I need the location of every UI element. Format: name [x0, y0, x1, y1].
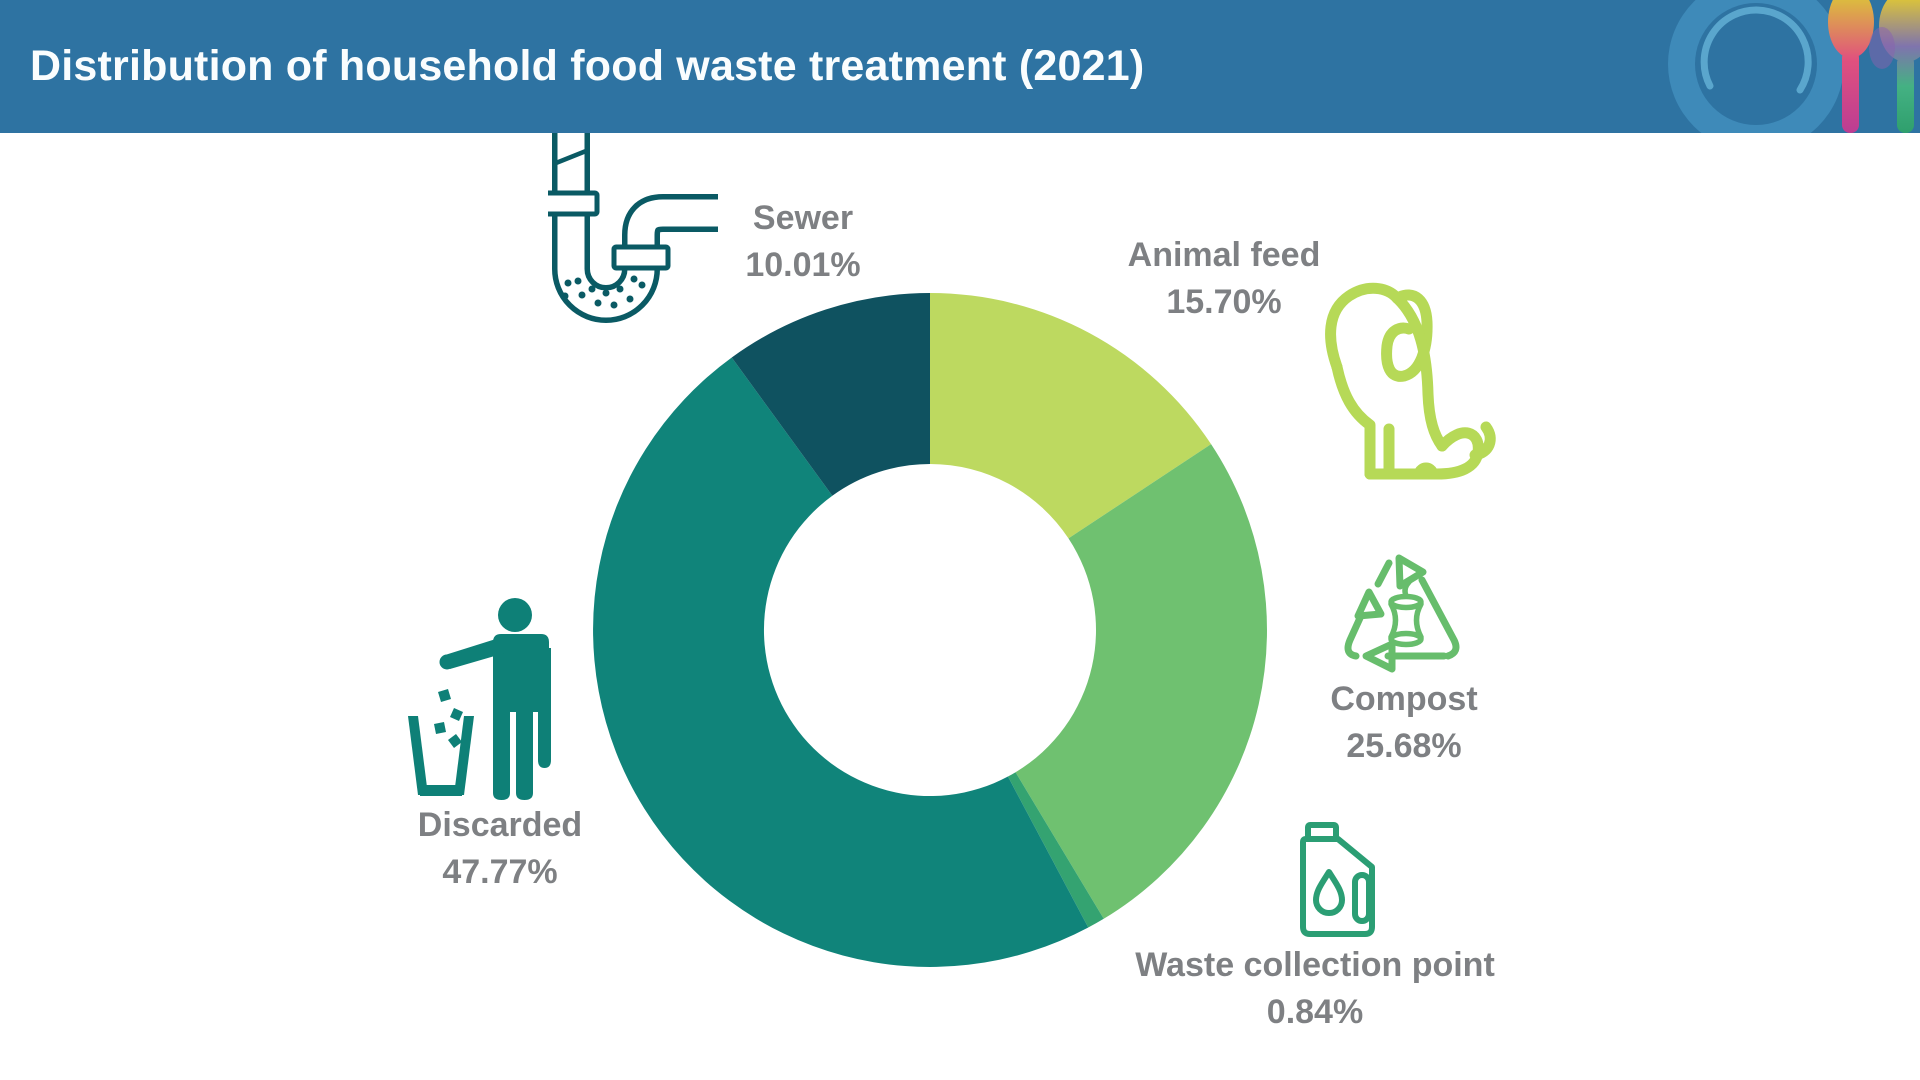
- recycle-compost-icon: [1344, 554, 1460, 673]
- callout-animal-feed-value: 15.70%: [1166, 283, 1282, 321]
- callout-waste-collection-point: Waste collection point 0.84%: [1135, 942, 1495, 1036]
- callout-sewer-label: Sewer: [752, 199, 854, 237]
- callout-discarded-label: Discarded: [417, 806, 583, 844]
- plate-icon: [1668, 0, 1844, 133]
- callout-sewer-value: 10.01%: [745, 246, 861, 284]
- donut-segment-waste-collection-point: [1007, 772, 1104, 928]
- donut-segment-discarded: [593, 357, 1089, 967]
- litter-bin-right-wall: [454, 716, 474, 795]
- litter-bin-left-wall: [408, 716, 428, 795]
- callout-discarded-value: 47.77%: [442, 853, 558, 891]
- header-bar: Distribution of household food waste tre…: [0, 0, 1920, 133]
- donut-segment-compost: [1015, 444, 1267, 919]
- callout-waste-collection-point-label: Waste collection point: [1135, 946, 1495, 984]
- donut-chart: [593, 293, 1267, 967]
- plate-and-cutlery-logo: [1668, 0, 1920, 133]
- litter-person-icon: [408, 598, 551, 800]
- callout-animal-feed: Animal feed 15.70%: [1128, 232, 1321, 326]
- donut-segment-sewer: [731, 293, 930, 496]
- sewer-pipe-icon: [548, 133, 718, 323]
- callout-compost: Compost 25.68%: [1330, 676, 1477, 770]
- dog-icon: [1325, 282, 1496, 480]
- spoon-icon: [1828, 0, 1874, 133]
- donut-segment-animal-feed: [930, 293, 1212, 539]
- page-title: Distribution of household food waste tre…: [30, 42, 1145, 90]
- callout-sewer: Sewer 10.01%: [745, 195, 860, 289]
- pipe-debris-dots: [561, 275, 646, 309]
- callout-compost-label: Compost: [1330, 680, 1478, 718]
- litter-bin-bottom: [420, 785, 462, 796]
- apple-core-icon: [1388, 579, 1424, 648]
- collection-jug-icon: [1300, 822, 1375, 937]
- callout-compost-value: 25.68%: [1346, 727, 1462, 765]
- callout-waste-collection-point-value: 0.84%: [1266, 993, 1364, 1031]
- callout-discarded: Discarded 47.77%: [418, 802, 582, 896]
- fork-icon: [1869, 0, 1920, 133]
- callout-animal-feed-label: Animal feed: [1127, 236, 1321, 274]
